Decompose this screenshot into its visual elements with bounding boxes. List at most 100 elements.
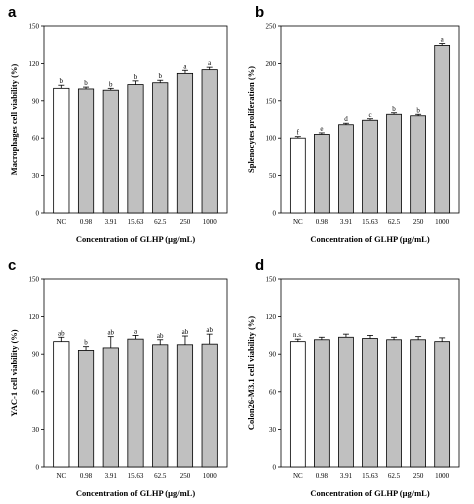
y-axis-title: YAC-1 cell viability (%) xyxy=(9,329,19,416)
significance-label: f xyxy=(297,129,300,137)
y-tick-label: 90 xyxy=(269,351,277,359)
x-tick-label: 0.98 xyxy=(316,472,329,480)
significance-label: n.s. xyxy=(293,331,303,339)
significance-label: b xyxy=(109,80,113,88)
bar-250 xyxy=(410,339,426,468)
significance-label: ab xyxy=(157,332,164,340)
panel-letter: c xyxy=(8,257,16,274)
y-tick-label: 120 xyxy=(29,313,40,321)
y-tick-label: 150 xyxy=(29,23,40,31)
significance-label: a xyxy=(183,62,187,70)
y-tick-label: 60 xyxy=(269,388,277,396)
x-tick-label: NC xyxy=(293,472,303,480)
x-tick-label: 62.5 xyxy=(154,472,167,480)
significance-label: b xyxy=(416,106,420,114)
bar-250 xyxy=(176,72,194,214)
x-tick-label: 3.91 xyxy=(340,472,353,480)
bar-NC xyxy=(53,87,70,214)
bar-3.91 xyxy=(102,347,119,468)
panel-letter: a xyxy=(8,4,17,21)
significance-label: a xyxy=(134,327,138,335)
bar-3.91 xyxy=(338,336,354,468)
y-axis-title: Macrophages cell viability (%) xyxy=(9,64,19,176)
y-tick-label: 90 xyxy=(32,351,40,359)
bar-1000 xyxy=(201,69,218,214)
y-axis-title: Splenocytes proliferation (%) xyxy=(246,66,256,173)
y-tick-label: 150 xyxy=(29,276,40,284)
bar-NC xyxy=(289,341,306,468)
significance-label: ab xyxy=(206,326,213,334)
x-tick-label: 15.63 xyxy=(128,218,144,226)
bar-62.5 xyxy=(386,113,402,214)
x-tick-label: 15.63 xyxy=(362,472,378,480)
x-axis-title: Concentration of GLHP (μg/mL) xyxy=(310,488,429,498)
bar-3.91 xyxy=(102,89,119,214)
x-tick-label: 0.98 xyxy=(80,472,93,480)
bar-1000 xyxy=(434,341,451,468)
x-tick-label: NC xyxy=(56,218,66,226)
x-tick-label: 1000 xyxy=(435,472,450,480)
y-tick-label: 30 xyxy=(32,172,40,180)
bar-15.63 xyxy=(127,84,144,214)
bar-0.98 xyxy=(314,339,330,468)
y-tick-label: 0 xyxy=(36,464,40,472)
x-tick-label: 250 xyxy=(180,218,191,226)
bar-250 xyxy=(176,344,194,468)
x-tick-label: 0.98 xyxy=(80,218,93,226)
y-tick-label: 60 xyxy=(32,135,40,143)
significance-label: ab xyxy=(107,329,114,337)
bar-15.63 xyxy=(127,338,144,468)
bar-NC xyxy=(53,341,70,468)
x-tick-label: 62.5 xyxy=(154,218,167,226)
y-tick-label: 50 xyxy=(269,172,277,180)
significance-label: a xyxy=(208,59,212,67)
panel-letter: d xyxy=(255,257,264,274)
bar-0.98 xyxy=(77,350,95,468)
y-tick-label: 60 xyxy=(32,388,40,396)
bar-0.98 xyxy=(77,88,95,214)
y-axis-title: Colon26-M3.1 cell viability (%) xyxy=(246,316,256,430)
chart-panel-d: d 0 30 60 90 120 150 n.s. NC 0.98 3.91 15.63 62.5 250… xyxy=(246,257,460,498)
bar-15.63 xyxy=(362,338,378,468)
significance-label: b xyxy=(158,72,162,80)
x-tick-label: 3.91 xyxy=(340,218,353,226)
y-tick-label: 0 xyxy=(273,210,277,218)
chart-panel-c: c 0 30 60 90 120 150 ab NC b 0.98 ab 3.91 a 15.63 ab 62.… xyxy=(8,257,228,498)
significance-label: b xyxy=(134,73,138,81)
panel-letter: b xyxy=(255,4,264,21)
y-tick-label: 90 xyxy=(32,97,40,105)
y-tick-label: 120 xyxy=(266,313,277,321)
y-tick-label: 30 xyxy=(32,426,40,434)
bar-62.5 xyxy=(386,339,402,468)
x-tick-label: 0.98 xyxy=(316,218,329,226)
significance-label: e xyxy=(320,125,323,133)
bar-250 xyxy=(410,115,426,214)
y-tick-label: 200 xyxy=(266,60,277,68)
x-tick-label: 3.91 xyxy=(105,472,118,480)
y-tick-label: 30 xyxy=(269,426,277,434)
chart-panel-b: b 0 50 100 150 200 250 f NC e 0.98 d 3.91 c 15.63 b 62.5… xyxy=(246,4,460,244)
significance-label: c xyxy=(368,111,371,119)
bar-1000 xyxy=(201,343,218,468)
x-tick-label: 62.5 xyxy=(388,472,401,480)
bar-1000 xyxy=(434,45,451,214)
x-tick-label: 250 xyxy=(180,472,191,480)
y-tick-label: 150 xyxy=(266,97,277,105)
x-tick-label: NC xyxy=(56,472,66,480)
bar-15.63 xyxy=(362,119,378,214)
significance-label: b xyxy=(84,79,88,87)
significance-label: ab xyxy=(182,328,189,336)
significance-label: a xyxy=(441,36,445,44)
bar-62.5 xyxy=(152,344,169,468)
significance-label: b xyxy=(84,339,88,347)
y-tick-label: 100 xyxy=(266,135,277,143)
x-axis-title: Concentration of GLHP (μg/mL) xyxy=(76,488,195,498)
x-tick-label: 1000 xyxy=(203,218,218,226)
y-tick-label: 150 xyxy=(266,276,277,284)
x-axis-title: Concentration of GLHP (μg/mL) xyxy=(310,234,429,244)
y-tick-label: 0 xyxy=(36,210,40,218)
y-tick-label: 250 xyxy=(266,23,277,31)
x-tick-label: 15.63 xyxy=(128,472,144,480)
bar-NC xyxy=(289,137,306,214)
